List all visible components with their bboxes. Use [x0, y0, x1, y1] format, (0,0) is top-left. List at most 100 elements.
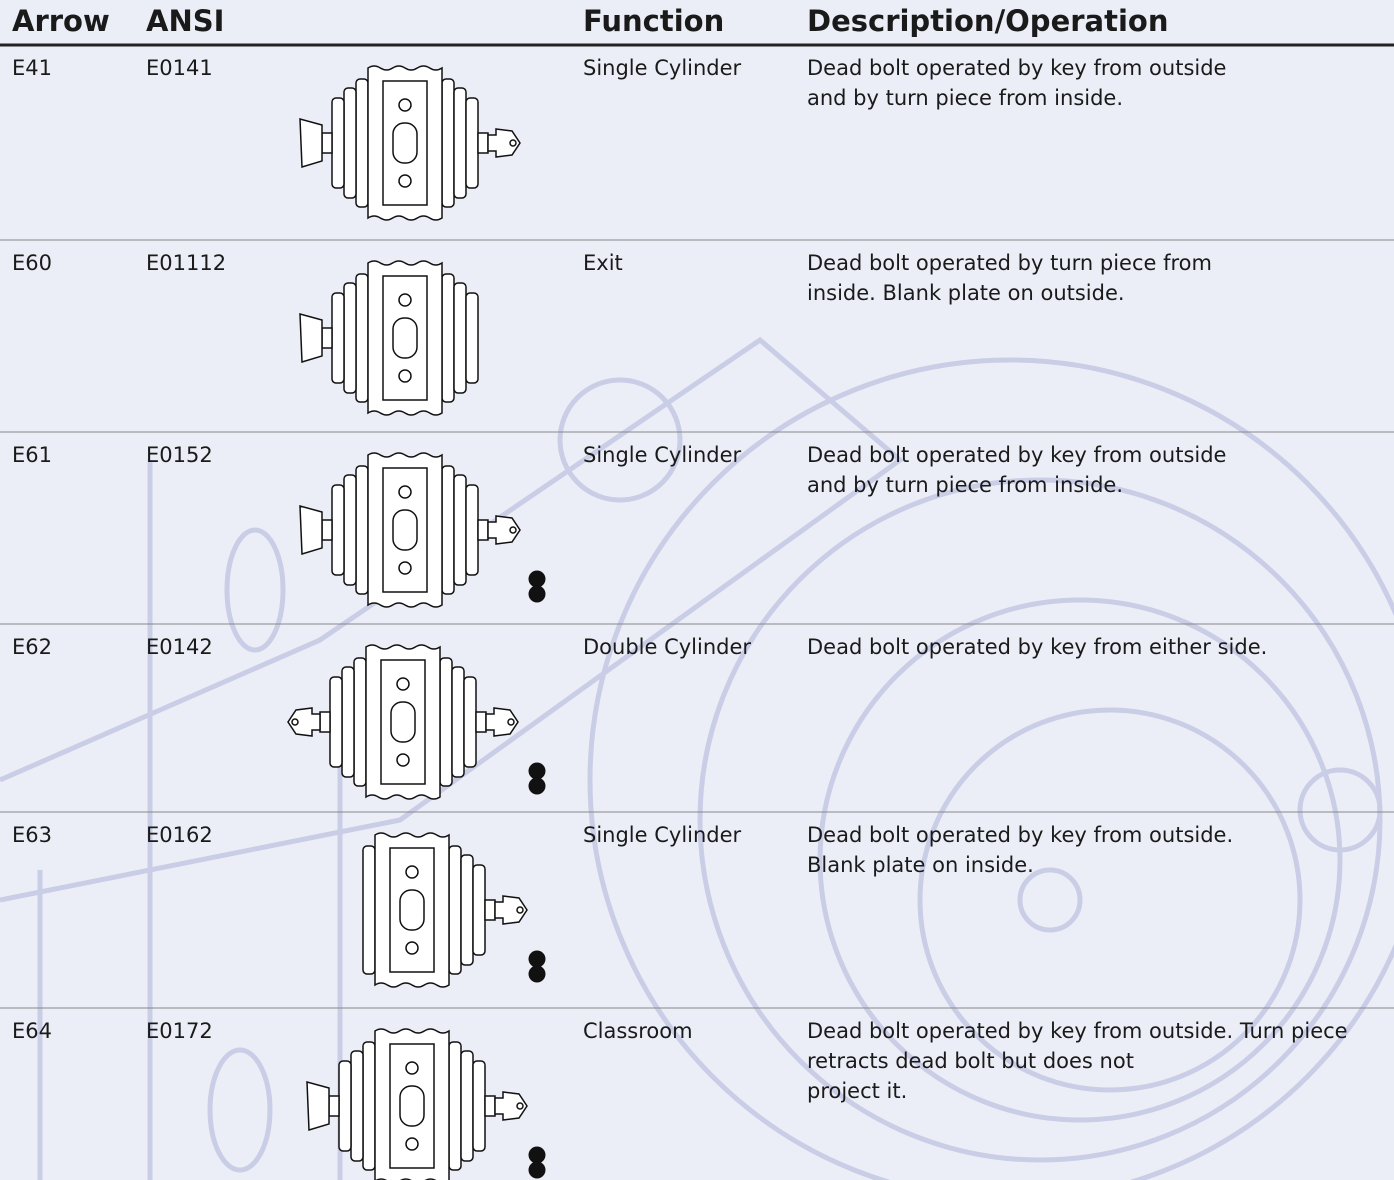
- lock-drawing: [306, 1028, 546, 1180]
- description-line: project it.: [807, 1079, 907, 1103]
- header-cell: Function: [583, 4, 724, 38]
- screw: [398, 369, 412, 383]
- rose-step: [463, 676, 477, 768]
- description-line: and by turn piece from inside.: [807, 473, 1123, 497]
- arrow-cell: E61: [12, 443, 52, 467]
- key: [487, 515, 521, 545]
- key-hole: [507, 718, 515, 726]
- rose-step: [331, 97, 345, 189]
- stem: [475, 711, 487, 733]
- rose-step: [441, 465, 455, 595]
- rose-step: [472, 864, 486, 956]
- stem: [484, 1095, 496, 1117]
- rose-step: [353, 657, 367, 787]
- bolt-slot: [399, 889, 425, 931]
- ansi-cell: E0141: [146, 56, 213, 80]
- lock-drawing: [299, 65, 521, 221]
- function-cell: Exit: [583, 251, 623, 275]
- grade-dot: [528, 570, 546, 588]
- rose-step: [441, 78, 455, 208]
- rose-step: [465, 292, 479, 384]
- rose-step: [343, 87, 357, 199]
- function-cell: Single Cylinder: [583, 56, 742, 80]
- description-line: and by turn piece from inside.: [807, 86, 1123, 110]
- bolt-slot: [392, 317, 418, 359]
- rose-step: [453, 474, 467, 586]
- rose-step: [329, 676, 343, 768]
- description-line: Dead bolt operated by key from either si…: [807, 635, 1267, 659]
- rose-step: [448, 1041, 462, 1171]
- rose-step: [331, 484, 345, 576]
- header-cell: Arrow: [12, 4, 110, 38]
- stem: [484, 899, 496, 921]
- header-cell: Description/Operation: [807, 4, 1168, 38]
- description-line: Dead bolt operated by turn piece from: [807, 251, 1212, 275]
- rose-step: [448, 845, 462, 975]
- rose-step: [453, 87, 467, 199]
- rose-step: [451, 666, 465, 778]
- bolt-slot: [399, 1085, 425, 1127]
- description-line: Blank plate on inside.: [807, 853, 1034, 877]
- rose-step: [343, 282, 357, 394]
- description-line: Dead bolt operated by key from outside: [807, 443, 1226, 467]
- stem: [477, 519, 489, 541]
- stem: [321, 519, 333, 541]
- screw: [405, 865, 419, 879]
- key: [485, 707, 519, 737]
- grade-dot: [528, 762, 546, 780]
- function-cell: Single Cylinder: [583, 823, 742, 847]
- screw: [398, 174, 412, 188]
- description-line: Dead bolt operated by key from outside.: [807, 823, 1233, 847]
- description-line: Dead bolt operated by key from outside. …: [807, 1019, 1348, 1043]
- rose-step: [350, 1050, 364, 1162]
- arrow-cell: E63: [12, 823, 52, 847]
- rose-step: [460, 854, 474, 966]
- screw: [398, 293, 412, 307]
- function-cell: Single Cylinder: [583, 443, 742, 467]
- bolt-slot: [390, 701, 416, 743]
- lock-drawing: [362, 832, 546, 988]
- rose-step: [362, 1041, 376, 1171]
- rose-step: [472, 1060, 486, 1152]
- screw: [405, 941, 419, 955]
- key: [487, 128, 521, 158]
- key-hole: [509, 139, 517, 147]
- ansi-cell: E0162: [146, 823, 213, 847]
- bolt-slot: [392, 509, 418, 551]
- description-line: inside. Blank plate on outside.: [807, 281, 1125, 305]
- screw: [405, 1137, 419, 1151]
- rose-step: [355, 273, 369, 403]
- grade-dot: [528, 950, 546, 968]
- description-line: Dead bolt operated by key from outside: [807, 56, 1226, 80]
- rose-step: [441, 273, 455, 403]
- stem: [321, 132, 333, 154]
- screw: [398, 98, 412, 112]
- rose-step: [338, 1060, 352, 1152]
- header-cell: ANSI: [146, 4, 224, 38]
- function-cell: Classroom: [583, 1019, 693, 1043]
- rose-step: [362, 845, 376, 975]
- key-hole: [291, 718, 299, 726]
- arrow-cell: E62: [12, 635, 52, 659]
- turn-piece: [299, 505, 323, 555]
- rose-step: [439, 657, 453, 787]
- rose-step: [331, 292, 345, 384]
- key: [494, 1091, 528, 1121]
- description-line: retracts dead bolt but does not: [807, 1049, 1134, 1073]
- key-hole: [516, 1102, 524, 1110]
- rose-step: [343, 474, 357, 586]
- lock-drawing: [287, 644, 546, 800]
- arrow-cell: E64: [12, 1019, 52, 1043]
- rose-step: [355, 465, 369, 595]
- ansi-cell: E0142: [146, 635, 213, 659]
- lock-drawing: [299, 452, 546, 608]
- ansi-cell: E0152: [146, 443, 213, 467]
- grade-dot: [528, 1146, 546, 1164]
- stem: [319, 711, 331, 733]
- bolt-slot: [392, 122, 418, 164]
- turn-piece: [306, 1081, 330, 1131]
- stem: [328, 1095, 340, 1117]
- key: [494, 895, 528, 925]
